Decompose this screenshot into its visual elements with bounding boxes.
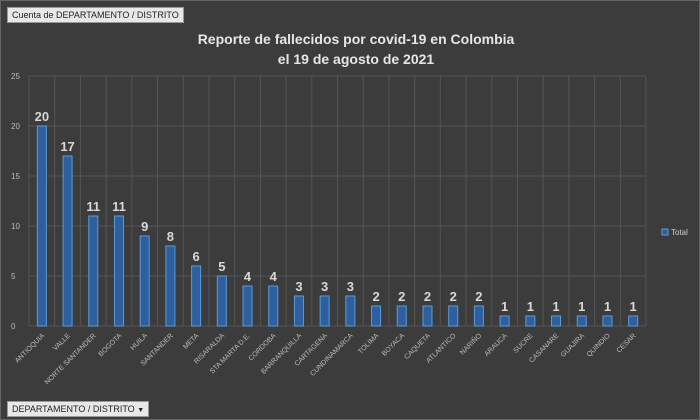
data-label: 2: [450, 289, 457, 304]
x-tick-label: BOYACA: [381, 332, 406, 357]
data-label: 11: [112, 199, 126, 214]
x-tick-label: GUAJIRA: [560, 332, 587, 359]
data-label: 1: [630, 299, 637, 314]
data-label: 9: [141, 219, 148, 234]
data-label: 5: [218, 259, 225, 274]
chart-title: Reporte de fallecidos por covid-19 en Co…: [131, 29, 581, 69]
bar: [113, 215, 124, 327]
bar: [165, 245, 176, 327]
data-label: 1: [578, 299, 585, 314]
data-label: 17: [60, 139, 74, 154]
bar: [62, 155, 73, 327]
legend-swatch: [661, 228, 669, 236]
bar: [525, 315, 536, 327]
data-label: 11: [86, 199, 100, 214]
value-field-button[interactable]: Cuenta de DEPARTAMENTO / DISTRITO: [7, 7, 184, 23]
x-tick-label: HUILA: [130, 332, 150, 352]
data-label: 2: [372, 289, 379, 304]
dropdown-arrow-icon: ▼: [137, 407, 145, 414]
data-label: 3: [321, 279, 328, 294]
legend-label: Total: [671, 228, 688, 237]
bar: [396, 305, 407, 327]
x-tick-label: NARIÑO: [458, 331, 484, 357]
chart-title-line1: Reporte de fallecidos por covid-19 en Co…: [197, 31, 515, 47]
y-tick-label: 5: [11, 272, 16, 281]
y-tick-label: 15: [11, 172, 20, 181]
data-label: 8: [167, 229, 174, 244]
y-tick-label: 20: [11, 122, 20, 131]
bar: [499, 315, 510, 327]
data-label: 2: [475, 289, 482, 304]
chart-title-line2: el 19 de agosto de 2021: [277, 51, 435, 67]
bar: [551, 315, 562, 327]
axis-field-button[interactable]: DEPARTAMENTO / DISTRITO ▼: [7, 401, 150, 417]
x-tick-label: BOGOTA: [98, 332, 124, 358]
data-label: 3: [347, 279, 354, 294]
data-label: 1: [527, 299, 534, 314]
x-tick-label: QUINDIO: [586, 332, 613, 359]
bar: [448, 305, 459, 327]
x-tick-label: CESAR: [616, 332, 638, 354]
bar: [319, 295, 330, 327]
bar: [345, 295, 356, 327]
y-tick-label: 0: [11, 322, 16, 331]
data-label: 4: [244, 269, 252, 284]
data-label: 4: [270, 269, 278, 284]
data-label: 1: [604, 299, 611, 314]
bar: [422, 305, 433, 327]
bar: [473, 305, 484, 327]
x-tick-label: ARAUCA: [483, 332, 509, 358]
data-label: 2: [424, 289, 431, 304]
data-label: 20: [35, 109, 49, 124]
y-tick-label: 10: [11, 222, 20, 231]
data-label: 3: [295, 279, 302, 294]
x-tick-label: NORTE SANTANDER: [44, 332, 98, 386]
bar: [576, 315, 587, 327]
data-label: 1: [552, 299, 559, 314]
x-tick-label: META: [182, 332, 201, 351]
data-label: 1: [501, 299, 508, 314]
bar: [268, 285, 279, 327]
data-label: 6: [192, 249, 199, 264]
bar: [602, 315, 613, 327]
bar: [216, 275, 227, 327]
bar: [628, 315, 639, 327]
x-tick-label: VALLE: [52, 332, 72, 352]
bar: [293, 295, 304, 327]
x-tick-label: TOLIMA: [357, 332, 381, 356]
bar: [139, 235, 150, 327]
x-tick-label: SUCRE: [512, 332, 535, 355]
bar: [371, 305, 382, 327]
x-tick-label: ANTIOQUIA: [14, 332, 46, 364]
axis-field-label: DEPARTAMENTO / DISTRITO: [12, 404, 135, 414]
y-tick-label: 25: [11, 72, 20, 81]
data-label: 2: [398, 289, 405, 304]
bar: [36, 125, 47, 327]
bar: [191, 265, 202, 327]
bar: [88, 215, 99, 327]
bar: [242, 285, 253, 327]
